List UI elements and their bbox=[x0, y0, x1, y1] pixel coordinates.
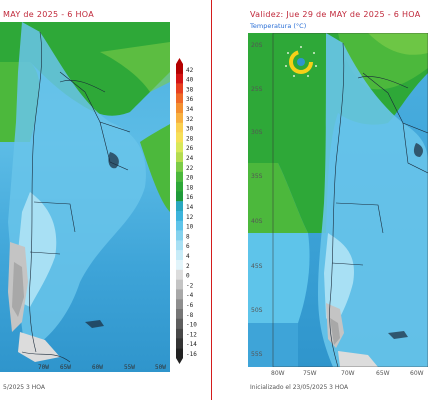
colorbar-swatch bbox=[176, 260, 183, 270]
colorbar-swatch bbox=[176, 122, 183, 133]
colorbar-swatch bbox=[176, 113, 183, 123]
panel-divider bbox=[211, 0, 212, 400]
temperature-colorbar: 424038363432302826242220181614121086420-… bbox=[176, 58, 197, 364]
colorbar-tick-label: 40 bbox=[186, 77, 194, 84]
colorbar-tick-label: 20 bbox=[186, 175, 194, 182]
left-lon-label-4: 50W bbox=[155, 364, 166, 371]
colorbar-tick-label: 12 bbox=[186, 214, 194, 221]
colorbar-swatch bbox=[176, 318, 183, 329]
left-temperature-map: 70W 65W 60W 55W 50W bbox=[0, 22, 170, 372]
colorbar-tick-label: -6 bbox=[186, 302, 194, 309]
colorbar-swatch bbox=[176, 279, 183, 290]
colorbar-tick-label: 28 bbox=[186, 135, 194, 142]
colorbar-swatch bbox=[176, 93, 183, 104]
colorbar-tick-label: 22 bbox=[186, 165, 194, 172]
right-lon-label-0: 80W bbox=[271, 370, 285, 377]
right-lon-label-4: 60W bbox=[410, 370, 424, 377]
colorbar-swatch bbox=[176, 211, 183, 221]
colorbar-swatch bbox=[176, 162, 183, 172]
colorbar-swatch bbox=[176, 103, 183, 114]
colorbar-tick-label: 8 bbox=[186, 233, 190, 240]
colorbar-tick-label: 14 bbox=[186, 204, 194, 211]
lat-label-40s: 40S bbox=[251, 218, 263, 225]
right-init-text: Inicializado el 23/05/2025 3 HOA bbox=[250, 384, 349, 391]
colorbar-swatch bbox=[176, 220, 183, 231]
colorbar-swatch bbox=[176, 191, 183, 202]
lat-label-50s: 50S bbox=[251, 307, 263, 314]
right-temperature-map bbox=[248, 33, 428, 367]
colorbar-swatch bbox=[176, 328, 183, 339]
colorbar-tick-label: 42 bbox=[186, 67, 194, 74]
colorbar-bottom-arrow bbox=[176, 358, 183, 364]
left-lon-label-1: 65W bbox=[60, 364, 71, 371]
colorbar-tick-label: 10 bbox=[186, 224, 194, 231]
colorbar-tick-label: 18 bbox=[186, 184, 194, 191]
right-lon-label-2: 70W bbox=[341, 370, 355, 377]
colorbar-tick-label: 4 bbox=[186, 253, 190, 260]
colorbar-swatch bbox=[176, 269, 183, 280]
colorbar-swatch bbox=[176, 240, 183, 251]
colorbar-top-arrow bbox=[176, 58, 183, 64]
colorbar-tick-label: 36 bbox=[186, 96, 194, 103]
right-lon-label-1: 75W bbox=[303, 370, 317, 377]
colorbar-tick-label: 6 bbox=[186, 243, 190, 250]
colorbar-swatch bbox=[176, 230, 183, 241]
colorbar-swatch bbox=[176, 171, 183, 182]
colorbar-tick-label: -2 bbox=[186, 282, 194, 289]
colorbar-swatch bbox=[176, 289, 183, 300]
colorbar-tick-label: -14 bbox=[186, 341, 197, 348]
colorbar-swatch bbox=[176, 201, 183, 212]
right-lon-label-3: 65W bbox=[376, 370, 390, 377]
left-panel-title: MAY de 2025 - 6 HOA bbox=[3, 10, 95, 19]
colorbar-swatch bbox=[176, 338, 183, 349]
colorbar-swatch bbox=[176, 152, 183, 163]
smn-logo-icon bbox=[284, 45, 318, 79]
lat-label-30s: 30S bbox=[251, 129, 263, 136]
colorbar-tick-label: -12 bbox=[186, 331, 197, 338]
colorbar-swatch bbox=[176, 348, 183, 359]
right-panel-subtitle: Temperatura (°C) bbox=[250, 22, 307, 30]
lat-label-55s: 55S bbox=[251, 351, 263, 358]
colorbar-tick-label: -8 bbox=[186, 312, 194, 319]
colorbar-swatch bbox=[176, 250, 183, 261]
colorbar-tick-label: 24 bbox=[186, 155, 194, 162]
colorbar-tick-label: 26 bbox=[186, 145, 194, 152]
colorbar-tick-label: 2 bbox=[186, 263, 190, 270]
lat-label-35s: 35S bbox=[251, 173, 263, 180]
colorbar-tick-label: 0 bbox=[186, 273, 190, 280]
lat-label-20s: 20S bbox=[251, 42, 263, 49]
colorbar-swatch bbox=[176, 299, 183, 310]
colorbar-swatch bbox=[176, 142, 183, 153]
colorbar-swatch bbox=[176, 64, 183, 74]
lat-label-25s: 25S bbox=[251, 86, 263, 93]
left-init-text: 5/2025 3 HOA bbox=[3, 384, 45, 391]
colorbar-tick-label: 32 bbox=[186, 116, 194, 123]
left-lon-label-3: 55W bbox=[124, 364, 135, 371]
left-lon-label-0: 70W bbox=[38, 364, 49, 371]
colorbar-tick-label: 38 bbox=[186, 86, 194, 93]
colorbar-tick-label: 30 bbox=[186, 126, 194, 133]
right-panel-title: Validez: Jue 29 de MAY de 2025 - 6 HOA bbox=[250, 10, 421, 19]
colorbar-tick-label: -10 bbox=[186, 322, 197, 329]
colorbar-swatch bbox=[176, 309, 183, 319]
colorbar-swatch bbox=[176, 73, 183, 84]
colorbar-tick-label: -16 bbox=[186, 351, 197, 358]
colorbar-tick-label: 16 bbox=[186, 194, 194, 201]
colorbar-tick-label: 34 bbox=[186, 106, 194, 113]
lat-label-45s: 45S bbox=[251, 263, 263, 270]
colorbar-swatch bbox=[176, 83, 183, 94]
colorbar-tick-label: -4 bbox=[186, 292, 194, 299]
colorbar-swatch bbox=[176, 132, 183, 143]
colorbar-swatch bbox=[176, 181, 183, 192]
left-lon-label-2: 60W bbox=[92, 364, 103, 371]
